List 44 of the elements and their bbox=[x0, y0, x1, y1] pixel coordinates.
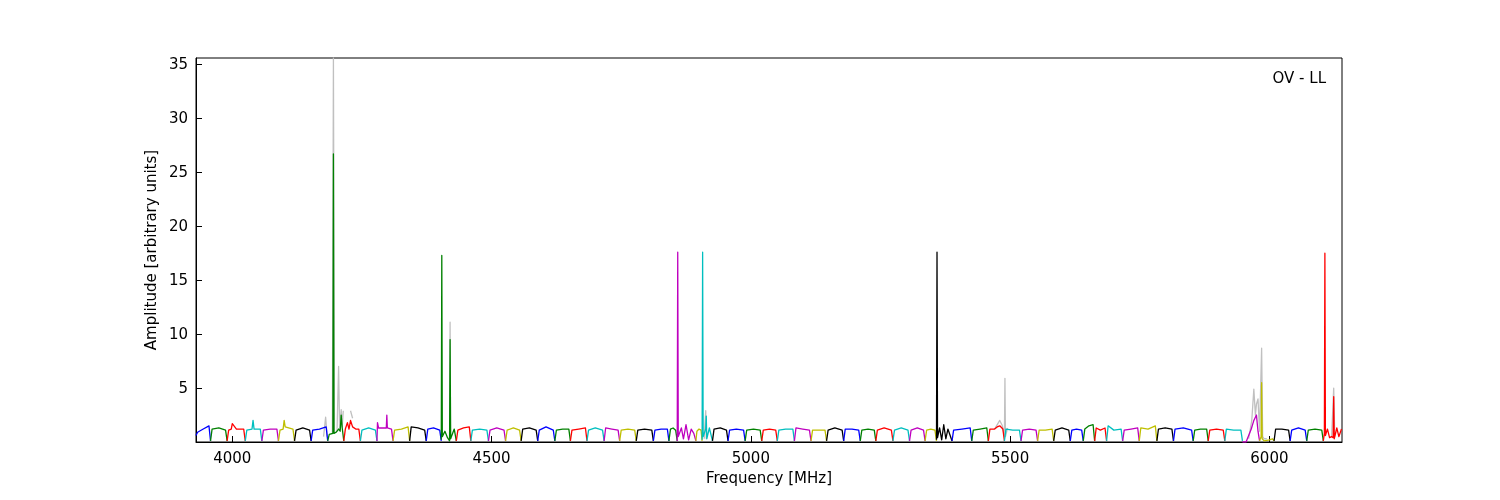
x-axis-title: Frequency [MHz] bbox=[705, 468, 833, 487]
y-tick-label: 10 bbox=[168, 325, 188, 344]
y-tick-label: 35 bbox=[168, 55, 188, 74]
line-series bbox=[1172, 427, 1194, 442]
y-tick-label: 5 bbox=[178, 379, 188, 398]
line-series bbox=[951, 427, 973, 442]
line-series bbox=[327, 153, 345, 442]
line-series bbox=[455, 426, 472, 442]
line-series bbox=[971, 427, 989, 442]
line-series bbox=[376, 414, 394, 442]
line-series bbox=[793, 427, 812, 442]
y-axis-title: Amplitude [arbitrary units] bbox=[141, 149, 160, 351]
line-series bbox=[701, 251, 714, 442]
line-series bbox=[603, 427, 621, 442]
y-tick-label: 30 bbox=[168, 109, 188, 128]
annotation: OV - LL bbox=[1272, 68, 1327, 87]
line-series bbox=[392, 426, 411, 442]
line-series bbox=[1241, 414, 1261, 443]
line-series bbox=[425, 427, 442, 442]
line-series bbox=[1138, 425, 1158, 442]
y-tick-label: 25 bbox=[168, 163, 188, 182]
x-tick-label: 4500 bbox=[472, 448, 511, 467]
x-tick-label: 5000 bbox=[731, 448, 770, 467]
line-series bbox=[440, 254, 457, 442]
line-series bbox=[226, 423, 246, 442]
x-tick-label: 4000 bbox=[213, 448, 252, 467]
line-series bbox=[1258, 382, 1275, 442]
line-series bbox=[569, 427, 588, 442]
line-series bbox=[1082, 424, 1096, 442]
line-series bbox=[277, 419, 296, 442]
line-series bbox=[668, 427, 678, 442]
line-series bbox=[987, 425, 1006, 442]
line-series bbox=[1105, 425, 1124, 442]
line-series bbox=[676, 251, 697, 442]
line-series bbox=[1122, 427, 1140, 442]
y-tick-label: 20 bbox=[168, 217, 188, 236]
x-tick-label: 6000 bbox=[1250, 448, 1289, 467]
line-series bbox=[1322, 252, 1343, 442]
line-series bbox=[209, 427, 228, 442]
x-tick-label: 5500 bbox=[991, 448, 1030, 467]
line-series bbox=[244, 419, 263, 442]
y-tick-label: 15 bbox=[168, 271, 188, 290]
line-series bbox=[310, 426, 329, 442]
line-series bbox=[343, 419, 362, 442]
